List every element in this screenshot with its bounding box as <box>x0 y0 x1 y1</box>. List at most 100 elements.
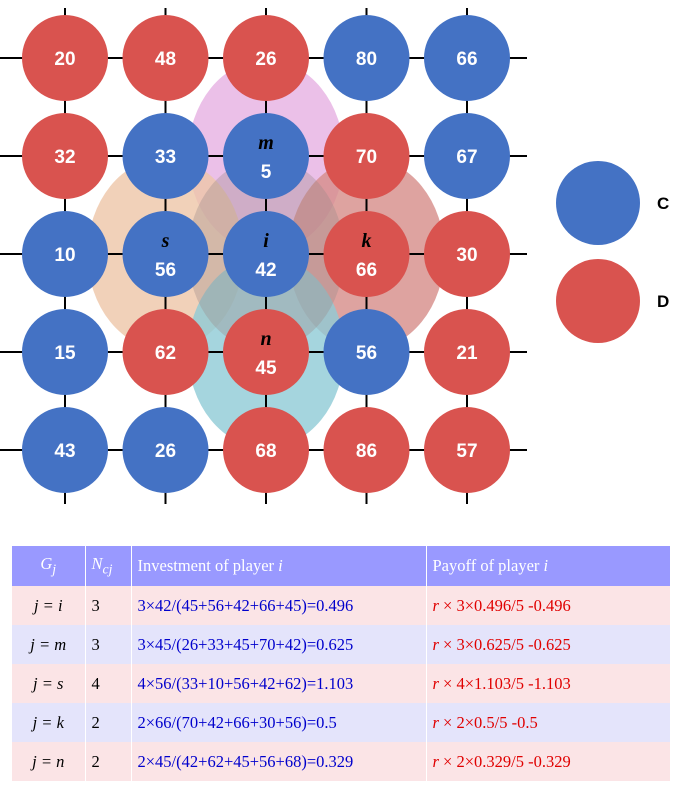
player-circle <box>323 407 410 493</box>
count-cell: 3 <box>85 586 132 625</box>
player-value: 56 <box>155 260 176 281</box>
player-node: 10 <box>22 211 108 297</box>
player-value: 86 <box>356 441 377 462</box>
payoff-cell: r × 3×0.496/5 -0.496 <box>426 586 671 625</box>
table-row: j = s 4 4×56/(33+10+56+42+62)=1.103 r × 4×1… <box>12 664 671 703</box>
player-label: i <box>263 230 269 252</box>
player-node: 86 <box>323 407 410 493</box>
player-value: 15 <box>54 343 76 364</box>
player-node: 43 <box>22 407 108 493</box>
header-group: Gj <box>12 546 86 586</box>
player-value: 62 <box>155 343 176 364</box>
player-circle <box>424 113 510 199</box>
count-cell: 2 <box>85 703 132 742</box>
player-node: 26 <box>122 407 209 493</box>
player-node: n 45 <box>223 309 309 395</box>
player-node: 80 <box>323 15 410 101</box>
player-value: 20 <box>54 49 75 70</box>
player-node: 26 <box>223 15 309 101</box>
group-cell: j = k <box>12 703 86 742</box>
player-node: 70 <box>323 113 410 199</box>
payoff-cell: r × 3×0.625/5 -0.625 <box>426 625 671 664</box>
strategy-legend: CD <box>556 161 669 343</box>
player-node: 68 <box>223 407 309 493</box>
table-header-row: Gj Ncj Investment of player i Payoff of … <box>12 546 671 586</box>
player-circle <box>22 113 108 199</box>
player-circle <box>223 15 309 101</box>
player-circle <box>22 211 108 297</box>
player-circle <box>424 211 510 297</box>
player-node: 66 <box>424 15 510 101</box>
player-circle <box>22 309 108 395</box>
legend-c-swatch <box>556 161 640 245</box>
player-circle <box>223 309 309 395</box>
table-row: j = i 3 3×42/(45+56+42+66+45)=0.496 r × 3×0… <box>12 586 671 625</box>
player-label: m <box>258 132 274 154</box>
player-value: 5 <box>261 162 272 183</box>
player-circle <box>424 407 510 493</box>
player-circle <box>122 407 209 493</box>
player-circle <box>122 15 209 101</box>
player-node: 48 <box>122 15 209 101</box>
player-value: 68 <box>255 441 276 462</box>
player-value: 66 <box>356 260 377 281</box>
player-value: 21 <box>456 343 478 364</box>
legend-d-label: D <box>657 292 669 311</box>
player-circle <box>223 407 309 493</box>
player-value: 57 <box>456 441 477 462</box>
player-circle <box>223 113 309 199</box>
player-circle <box>424 309 510 395</box>
investment-cell: 4×56/(33+10+56+42+62)=1.103 <box>131 664 427 703</box>
player-circle <box>323 113 410 199</box>
table-row: j = k 2 2×66/(70+42+66+30+56)=0.5 r × 2×0.5… <box>12 703 671 742</box>
player-node: 67 <box>424 113 510 199</box>
player-value: 26 <box>155 441 176 462</box>
player-value: 32 <box>54 147 75 168</box>
player-circle <box>22 407 108 493</box>
table-row: j = m 3 3×45/(26+33+45+70+42)=0.625 r × 3×0… <box>12 625 671 664</box>
legend-d-swatch <box>556 259 640 343</box>
player-value: 42 <box>255 260 276 281</box>
player-value: 43 <box>54 441 75 462</box>
player-label: s <box>161 230 170 252</box>
table-row: j = n 2 2×45/(42+62+45+56+68)=0.329 r × 2×0… <box>12 742 671 781</box>
player-circle <box>122 113 209 199</box>
player-node: 62 <box>122 309 209 395</box>
player-value: 66 <box>456 49 477 70</box>
player-value: 48 <box>155 49 176 70</box>
lattice-diagram: 20 48 26 80 66 32 33 m 5 70 67 10 s 56 i 42 k 66 30 15 62 n 45… <box>0 8 669 504</box>
lattice-nodes: 20 48 26 80 66 32 33 m 5 70 67 10 s 56 i 42 k 66 30 15 62 n 45… <box>22 15 510 493</box>
player-node: 57 <box>424 407 510 493</box>
count-cell: 4 <box>85 664 132 703</box>
group-cell: j = s <box>12 664 86 703</box>
payoff-cell: r × 2×0.5/5 -0.5 <box>426 703 671 742</box>
player-circle <box>22 15 108 101</box>
player-node: 20 <box>22 15 108 101</box>
player-node: i 42 <box>223 211 309 297</box>
investment-cell: 2×45/(42+62+45+56+68)=0.329 <box>131 742 427 781</box>
player-value: 45 <box>255 358 277 379</box>
player-label: k <box>362 230 372 252</box>
group-cell: j = n <box>12 742 86 781</box>
player-node: k 66 <box>323 211 410 297</box>
player-value: 33 <box>155 147 176 168</box>
investment-cell: 3×42/(45+56+42+66+45)=0.496 <box>131 586 427 625</box>
payoff-cell: r × 2×0.329/5 -0.329 <box>426 742 671 781</box>
player-circle <box>223 211 309 297</box>
player-circle <box>424 15 510 101</box>
player-value: 56 <box>356 343 377 364</box>
player-node: 33 <box>122 113 209 199</box>
group-cell: j = m <box>12 625 86 664</box>
player-circle <box>122 211 209 297</box>
player-label: n <box>260 328 271 350</box>
player-node: 30 <box>424 211 510 297</box>
player-circle <box>323 15 410 101</box>
count-cell: 3 <box>85 625 132 664</box>
player-circle <box>323 309 410 395</box>
player-value: 26 <box>255 49 276 70</box>
player-node: s 56 <box>122 211 209 297</box>
count-cell: 2 <box>85 742 132 781</box>
group-cell: j = i <box>12 586 86 625</box>
player-value: 70 <box>356 147 377 168</box>
header-count: Ncj <box>85 546 132 586</box>
